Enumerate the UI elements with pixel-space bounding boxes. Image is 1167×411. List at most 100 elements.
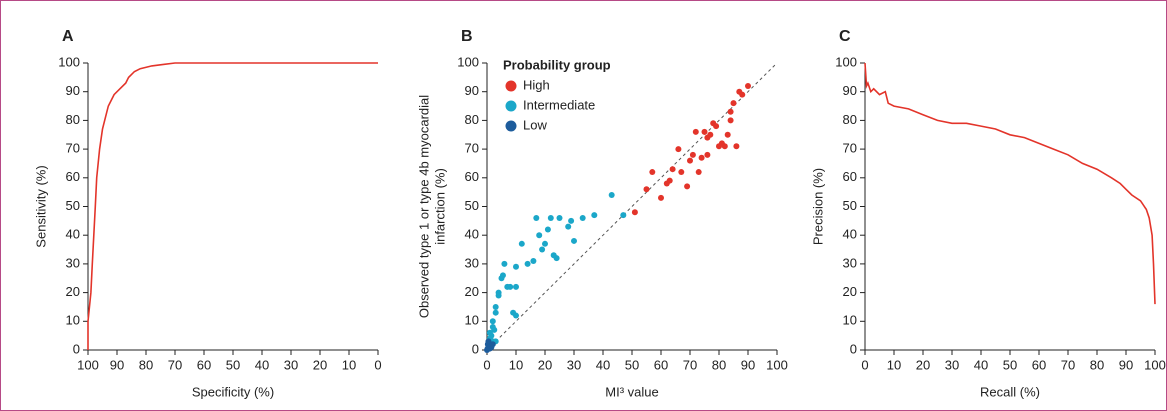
x-tick-label: 50 [625, 357, 639, 372]
y-tick-label: 100 [457, 54, 479, 69]
point [571, 237, 577, 244]
y-tick-label: 0 [472, 341, 479, 356]
panel-letter: C [839, 28, 851, 45]
point [730, 100, 737, 107]
y-tick-label: 0 [73, 341, 80, 356]
point [666, 177, 673, 184]
point [492, 309, 499, 316]
y-tick-label: 80 [465, 112, 479, 127]
panel-letter: B [461, 28, 473, 45]
x-tick-label: 90 [110, 357, 124, 372]
point [530, 258, 537, 265]
point [504, 283, 511, 290]
point [713, 123, 720, 130]
point [727, 117, 734, 124]
point [495, 292, 502, 299]
point [631, 209, 638, 216]
y-tick-label: 40 [465, 227, 479, 242]
y-tick-label: 20 [465, 284, 479, 299]
x-tick-label: 60 [1032, 357, 1046, 372]
point [745, 82, 751, 89]
x-tick-label: 60 [654, 357, 668, 372]
y-tick-label: 90 [843, 83, 857, 98]
point [591, 212, 598, 219]
point [492, 303, 499, 310]
x-tick-label: 20 [538, 357, 552, 372]
y-tick-label: 50 [66, 198, 80, 213]
y-tick-label: 40 [66, 227, 80, 242]
x-tick-label: 90 [1119, 357, 1133, 372]
point [513, 263, 519, 270]
point [550, 252, 557, 259]
point [499, 272, 506, 279]
x-tick-label: 40 [974, 357, 988, 372]
y-tick-label: 60 [843, 169, 857, 184]
y-axis-label: infarction (%) [432, 168, 447, 245]
point [678, 169, 685, 176]
y-tick-label: 30 [465, 255, 479, 270]
x-tick-label: 100 [766, 357, 788, 372]
panel-letter: A [62, 28, 74, 45]
legend-label: Low [523, 117, 547, 132]
y-tick-label: 10 [465, 313, 479, 328]
point [539, 246, 546, 253]
point [485, 338, 492, 345]
y-tick-label: 40 [843, 227, 857, 242]
x-tick-label: 90 [741, 357, 755, 372]
point [687, 157, 693, 164]
curve [864, 62, 1156, 305]
y-tick-label: 90 [66, 83, 80, 98]
point [518, 240, 525, 247]
point [689, 151, 696, 158]
point [698, 154, 705, 161]
x-axis-label: Specificity (%) [192, 384, 274, 399]
x-tick-label: 50 [226, 357, 240, 372]
x-tick-label: 70 [1061, 357, 1075, 372]
point [669, 166, 676, 173]
x-axis-label: Recall (%) [980, 384, 1040, 399]
y-tick-label: 30 [66, 255, 80, 270]
y-tick-label: 20 [66, 284, 80, 299]
y-axis-label: Observed type 1 or type 4b myocardial [416, 95, 431, 318]
point [491, 326, 498, 333]
x-axis-label: MI³ value [605, 384, 658, 399]
x-tick-label: 80 [712, 357, 726, 372]
y-tick-label: 100 [58, 54, 80, 69]
x-tick-label: 10 [509, 357, 523, 372]
y-tick-label: 70 [465, 141, 479, 156]
point [542, 240, 548, 247]
point [544, 226, 551, 233]
y-tick-label: 50 [843, 198, 857, 213]
point [739, 91, 746, 98]
y-axis-label: Precision (%) [810, 168, 825, 245]
point [579, 214, 586, 221]
y-tick-label: 0 [850, 341, 857, 356]
point [501, 260, 508, 267]
point [608, 192, 615, 199]
x-tick-label: 20 [313, 357, 327, 372]
y-tick-label: 30 [843, 255, 857, 270]
y-tick-label: 70 [843, 141, 857, 156]
legend-label: High [523, 77, 550, 92]
point [701, 128, 708, 135]
curve [87, 62, 378, 350]
point [486, 329, 493, 336]
x-tick-label: 60 [197, 357, 211, 372]
identity-line [486, 62, 778, 351]
x-tick-label: 0 [374, 357, 381, 372]
point [649, 169, 656, 176]
point [724, 131, 731, 138]
y-tick-label: 60 [465, 169, 479, 184]
x-tick-label: 40 [255, 357, 269, 372]
x-tick-label: 70 [168, 357, 182, 372]
point [484, 345, 491, 352]
point [721, 143, 728, 150]
point [489, 318, 496, 325]
point [620, 212, 627, 219]
x-tick-label: 30 [284, 357, 298, 372]
legend-label: Intermediate [523, 97, 595, 112]
x-tick-label: 0 [483, 357, 490, 372]
y-tick-label: 10 [843, 313, 857, 328]
y-tick-label: 10 [66, 313, 80, 328]
